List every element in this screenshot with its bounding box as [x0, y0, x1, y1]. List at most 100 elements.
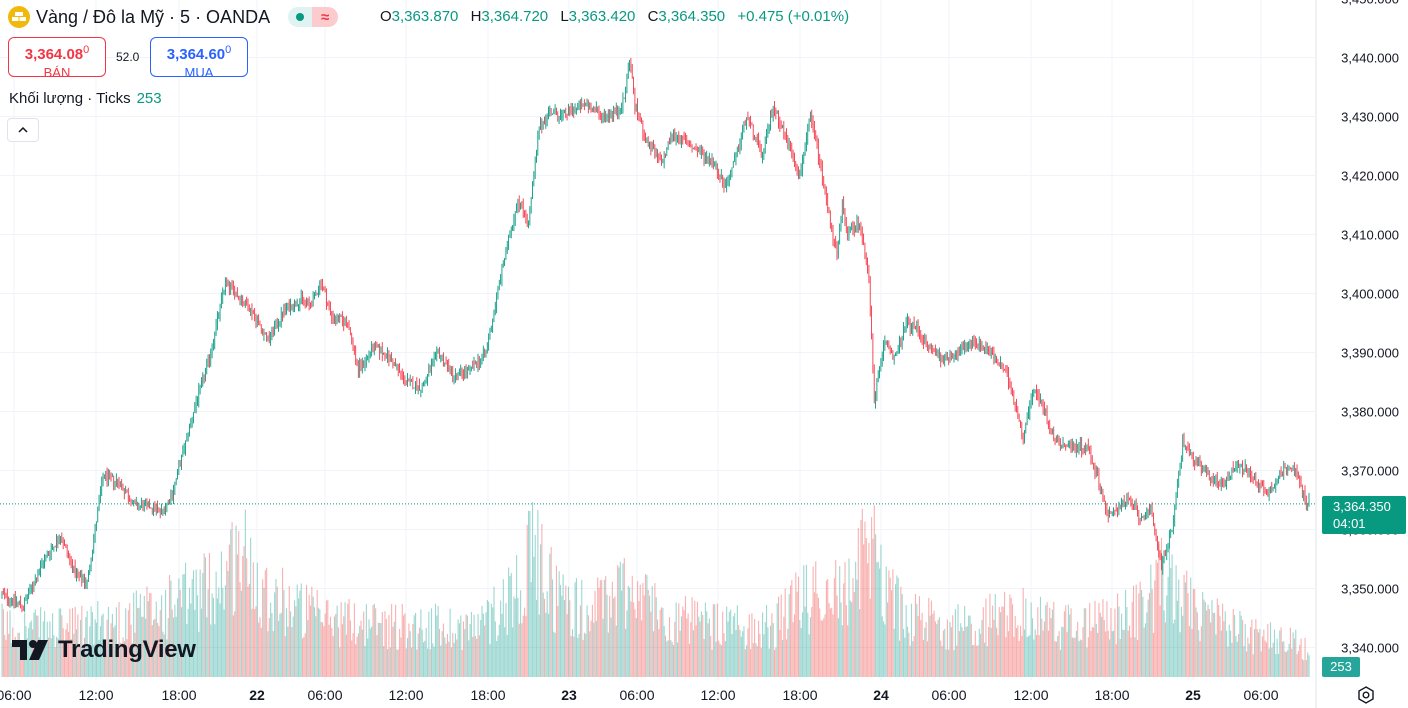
time-axis[interactable]: 06:00 12:00 18:00 22 06:00 12:00 18:00 23 06:00 1…: [0, 687, 1279, 703]
volume-bar: [29, 622, 31, 677]
volume-bar: [337, 627, 339, 677]
volume-bar: [235, 525, 237, 677]
volume-bar: [699, 621, 701, 677]
volume-bar: [704, 602, 706, 677]
volume-bar: [1129, 625, 1131, 677]
volume-bar: [388, 615, 390, 677]
volume-bar: [190, 603, 192, 677]
volume-bar: [835, 560, 837, 677]
volume-bar: [958, 631, 960, 677]
market-status-pill[interactable]: ≈: [288, 7, 339, 27]
collapse-legend-button[interactable]: [7, 118, 39, 142]
volume-bar: [1170, 568, 1172, 677]
volume-bar: [1090, 631, 1092, 677]
buy-button[interactable]: 3,364.600 MUA: [150, 37, 248, 80]
volume-bar: [602, 618, 604, 677]
volume-bar: [477, 614, 479, 677]
volume-bar: [828, 602, 830, 677]
volume-bar: [361, 629, 363, 677]
volume-bar: [623, 558, 625, 677]
volume-bar: [1134, 637, 1136, 677]
volume-bar: [506, 634, 508, 677]
volume-bar: [545, 612, 547, 677]
volume-bar: [708, 618, 710, 677]
volume-bar: [142, 616, 144, 677]
price-tick-label: 3,370.000: [1341, 464, 1399, 479]
volume-bar: [758, 620, 760, 677]
volume-bar: [107, 607, 109, 677]
volume-bar: [28, 627, 30, 677]
volume-bar: [1066, 631, 1068, 677]
symbol-header[interactable]: Vàng / Đô la Mỹ · 5 · OANDA ≈: [8, 5, 339, 29]
volume-bar: [686, 618, 688, 677]
volume-bar: [763, 634, 765, 677]
volume-bar: [1160, 537, 1163, 677]
volume-bar: [87, 646, 90, 677]
volume-bar: [399, 628, 401, 677]
volume-bar: [797, 576, 800, 677]
sell-button[interactable]: 3,364.080 BÁN: [8, 37, 106, 80]
volume-bar: [356, 636, 358, 677]
symbol-title[interactable]: Vàng / Đô la Mỹ · 5 · OANDA: [36, 6, 271, 27]
volume-bar: [1271, 647, 1273, 677]
volume-bar: [17, 632, 19, 677]
volume-bar: [79, 619, 82, 677]
volume-bar: [647, 589, 649, 677]
volume-bar: [555, 565, 558, 677]
volume-bar: [267, 631, 269, 677]
volume-bar: [494, 621, 496, 677]
volume-bar: [773, 649, 776, 677]
volume-bar: [948, 649, 950, 677]
volume-bar: [534, 534, 536, 677]
volume-bar: [557, 605, 559, 677]
volume-bar: [347, 603, 349, 677]
volume-legend[interactable]: Khối lượng · Ticks 253: [9, 90, 162, 107]
volume-bar: [932, 613, 934, 677]
volume-bar: [861, 508, 863, 677]
volume-bar: [917, 616, 919, 677]
volume-bar: [397, 649, 399, 677]
volume-bar: [799, 620, 801, 677]
price-tick-label: 3,390.000: [1341, 346, 1399, 361]
volume-bar: [6, 611, 8, 677]
volume-bar: [776, 603, 778, 677]
volume-bar: [60, 608, 62, 677]
volume-bar: [781, 639, 784, 677]
volume-bar: [501, 613, 503, 677]
volume-bar: [283, 590, 285, 677]
tradingview-logo[interactable]: TradingView: [12, 636, 196, 664]
time-tick-label: 23: [561, 687, 577, 703]
ohlc-legend: O3,363.870 H3,364.720 L3,363.420 C3,364.…: [380, 8, 849, 25]
volume-bar: [393, 621, 395, 677]
volume-bar: [468, 640, 470, 677]
price-axis[interactable]: 3,340.0003,350.0003,360.0003,370.0003,38…: [1341, 0, 1399, 656]
volume-bar: [1276, 638, 1278, 677]
volume-bar: [332, 636, 334, 677]
volume-bar: [751, 613, 753, 677]
volume-bar: [103, 641, 105, 677]
volume-bar: [119, 642, 121, 677]
volume-bar: [641, 620, 643, 677]
volume-bar: [1166, 595, 1168, 677]
volume-bar: [1126, 607, 1128, 677]
volume-bar: [1159, 605, 1161, 677]
volume-bar: [444, 637, 446, 677]
time-tick-label: 22: [249, 687, 265, 703]
volume-bar: [938, 617, 940, 677]
volume-bar: [288, 585, 290, 677]
volume-bar: [1073, 637, 1075, 677]
volume-bar: [848, 558, 850, 677]
volume-bar: [956, 645, 958, 677]
volume-bar: [1139, 581, 1141, 677]
settings-icon[interactable]: [1356, 685, 1376, 705]
volume-bar: [223, 609, 225, 677]
volume-bar: [989, 593, 991, 677]
volume-bar: [78, 646, 80, 677]
volume-bar: [1023, 629, 1026, 677]
volume-bar: [65, 629, 67, 677]
volume-bar: [1293, 638, 1295, 677]
volume-bar: [448, 641, 450, 677]
volume-bar: [779, 629, 781, 677]
volume-bar: [163, 634, 165, 677]
